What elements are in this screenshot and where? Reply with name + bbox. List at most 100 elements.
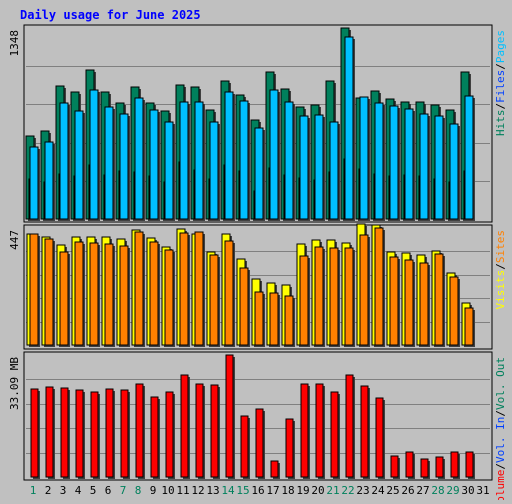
bar-sites	[179, 232, 189, 346]
x-tick-label: 13	[206, 484, 219, 497]
bar-pages	[299, 115, 309, 220]
bar-pages	[434, 115, 444, 220]
x-tick-label: 15	[236, 484, 249, 497]
x-tick-label: 22	[341, 484, 354, 497]
bar-sites	[419, 262, 429, 346]
bar-volume	[420, 458, 429, 478]
x-tick-label: 25	[386, 484, 399, 497]
bar-pages	[329, 121, 339, 220]
x-tick-label: 21	[326, 484, 339, 497]
bar-pages	[224, 91, 234, 220]
panel-scale-label: 447	[8, 230, 21, 250]
bar-sites	[359, 234, 369, 346]
bar-sites	[314, 246, 324, 346]
x-tick-label: 1	[30, 484, 37, 497]
bar-volume	[375, 397, 384, 478]
legend-vol-in: Vol. In	[494, 417, 507, 463]
legend-separator: /	[494, 463, 507, 470]
bar-volume	[135, 383, 144, 478]
bar-sites	[104, 243, 114, 346]
legend-hits: Hits	[494, 110, 507, 137]
bar-volume	[180, 374, 189, 478]
bar-sites	[389, 256, 399, 346]
legend-volume: Volume	[494, 470, 507, 500]
bar-volume	[255, 408, 264, 478]
x-tick-label: 29	[446, 484, 459, 497]
chart-title: Daily usage for June 2025	[20, 8, 201, 22]
legend-visits: Visits	[494, 270, 507, 310]
bar-sites	[434, 253, 444, 346]
bar-pages	[164, 121, 174, 220]
bar-pages	[89, 89, 99, 220]
bar-pages	[44, 141, 54, 220]
bar-sites	[464, 307, 474, 346]
bar-volume	[195, 383, 204, 478]
x-tick-label: 20	[311, 484, 324, 497]
x-tick-label: 23	[356, 484, 369, 497]
x-tick-label: 11	[176, 484, 189, 497]
bar-sites	[134, 231, 144, 346]
legend-separator: /	[494, 63, 507, 70]
x-tick-label: 31	[476, 484, 489, 497]
x-tick-label: 24	[371, 484, 385, 497]
bar-volume	[165, 391, 174, 478]
bar-sites	[74, 241, 84, 346]
x-tick-label: 26	[401, 484, 414, 497]
bar-pages	[284, 101, 294, 220]
bar-sites	[224, 240, 234, 346]
x-tick-label: 7	[120, 484, 127, 497]
bar-pages	[314, 114, 324, 220]
bar-pages	[254, 127, 264, 220]
bar-pages	[209, 121, 219, 220]
bar-sites	[44, 238, 54, 346]
x-tick-label: 30	[461, 484, 474, 497]
bar-volume	[225, 354, 234, 478]
bar-pages	[149, 109, 159, 220]
bar-volume	[390, 455, 399, 478]
bar-pages	[449, 123, 459, 220]
x-tick-label: 12	[191, 484, 204, 497]
bar-sites	[209, 254, 219, 346]
bar-volume	[105, 388, 114, 478]
bar-volume	[450, 451, 459, 478]
legend-separator: /	[494, 103, 507, 110]
bar-sites	[149, 241, 159, 346]
bar-volume	[405, 451, 414, 478]
bar-sites	[59, 251, 69, 346]
bar-volume	[90, 391, 99, 478]
x-tick-label: 18	[281, 484, 294, 497]
x-tick-label: 3	[60, 484, 67, 497]
bar-volume	[210, 384, 219, 478]
bar-volume	[150, 396, 159, 478]
panel-legend: Visits/Sites	[494, 230, 507, 310]
x-tick-label: 28	[431, 484, 444, 497]
x-tick-label: 19	[296, 484, 309, 497]
bar-sites	[344, 247, 354, 346]
bar-sites	[29, 233, 39, 346]
bar-pages	[74, 110, 84, 220]
bar-pages	[239, 100, 249, 220]
bar-volume	[240, 415, 249, 478]
x-tick-label: 10	[161, 484, 174, 497]
legend-separator: /	[494, 410, 507, 417]
panel-scale-label: 1348	[8, 30, 21, 57]
bar-volume	[270, 460, 279, 478]
bar-pages	[374, 102, 384, 220]
bar-sites	[329, 247, 339, 346]
bar-pages	[104, 106, 114, 220]
bar-volume	[300, 383, 309, 478]
bar-pages	[59, 102, 69, 220]
panel-legend: Volume/Vol. In/Vol. Out	[494, 357, 507, 500]
bar-pages	[194, 101, 204, 220]
bar-sites	[449, 276, 459, 346]
bar-volume	[120, 389, 129, 478]
x-tick-label: 27	[416, 484, 429, 497]
bar-volume	[330, 391, 339, 478]
bar-volume	[30, 388, 39, 478]
bar-volume	[285, 418, 294, 478]
bar-sites	[284, 295, 294, 346]
bar-sites	[374, 227, 384, 346]
bar-pages	[29, 146, 39, 220]
bar-volume	[435, 456, 444, 478]
